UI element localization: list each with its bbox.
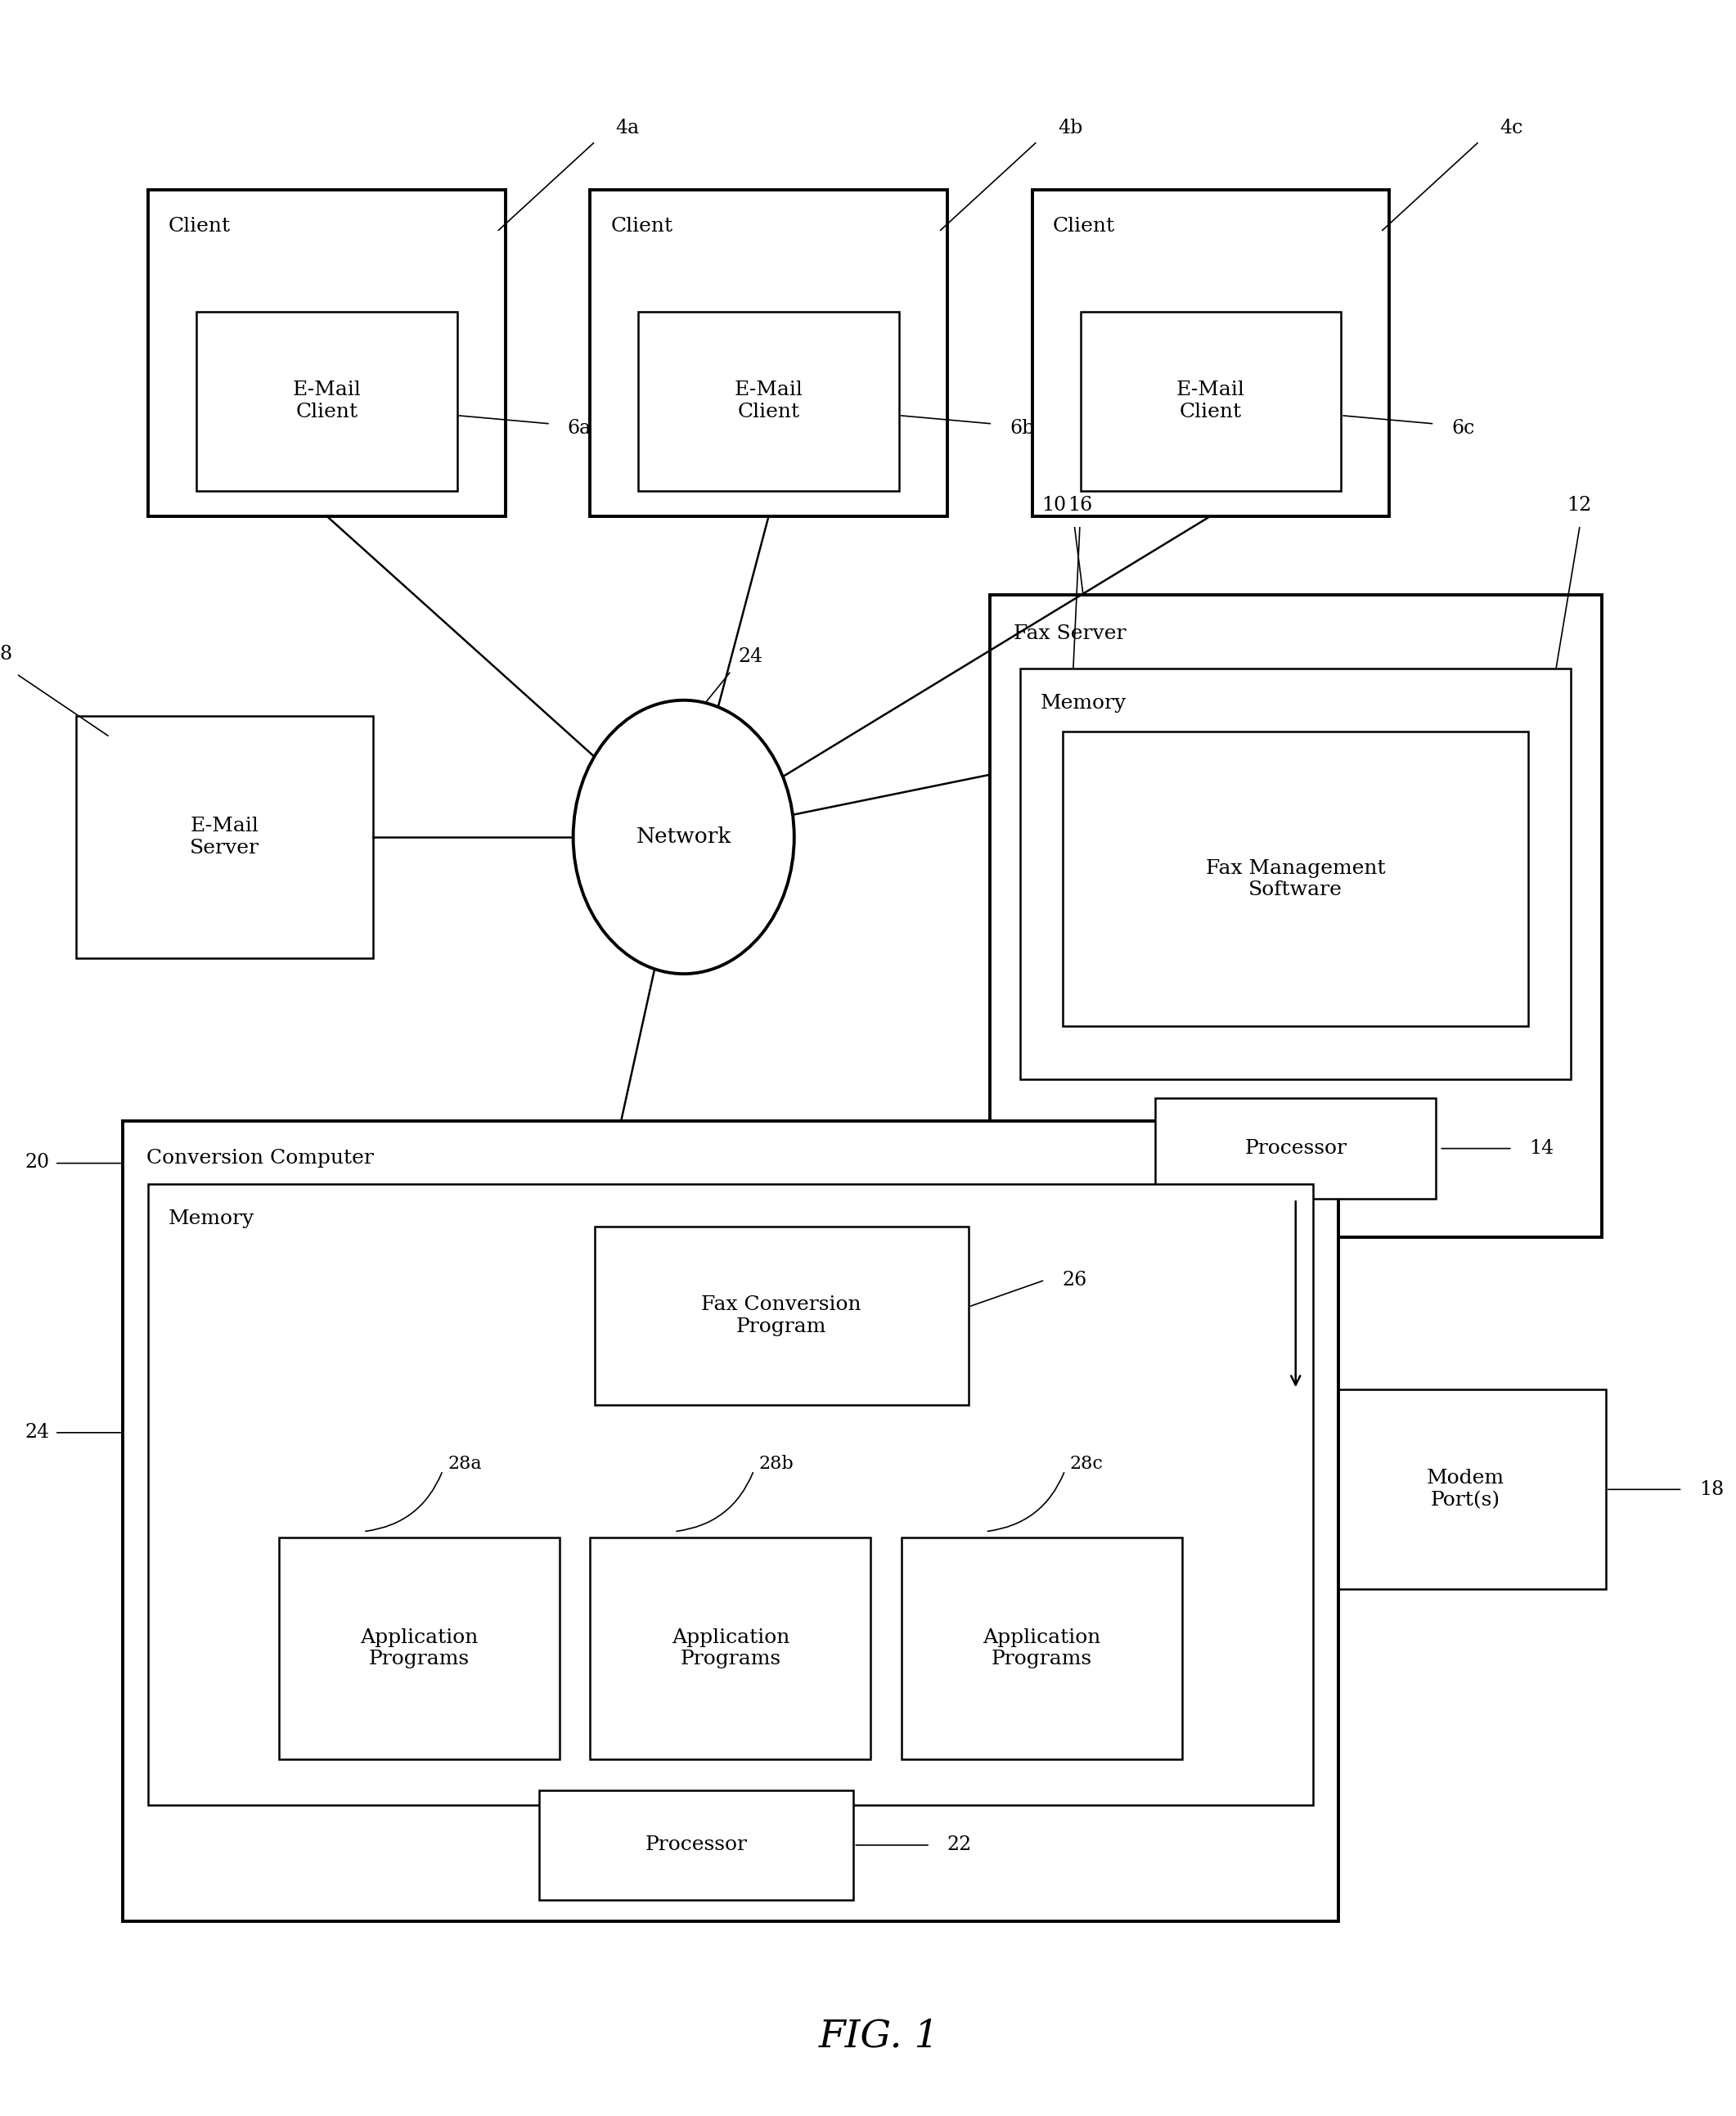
- Text: 4a: 4a: [616, 118, 639, 138]
- Text: Memory: Memory: [1040, 694, 1127, 713]
- Text: Processor: Processor: [646, 1837, 748, 1854]
- FancyBboxPatch shape: [1021, 669, 1571, 1079]
- Text: 28b: 28b: [759, 1456, 793, 1473]
- Text: 26: 26: [1062, 1270, 1087, 1289]
- Text: Application
Programs: Application Programs: [672, 1627, 790, 1670]
- Text: 12: 12: [1568, 495, 1592, 514]
- Text: Memory: Memory: [168, 1210, 255, 1229]
- Text: Fax Management
Software: Fax Management Software: [1207, 859, 1385, 899]
- Text: 16: 16: [1068, 495, 1092, 514]
- FancyBboxPatch shape: [1062, 732, 1528, 1026]
- Text: Application
Programs: Application Programs: [361, 1627, 479, 1670]
- FancyBboxPatch shape: [1156, 1098, 1436, 1200]
- Text: FIG. 1: FIG. 1: [819, 2019, 939, 2055]
- FancyBboxPatch shape: [1033, 190, 1389, 516]
- Text: Fax Conversion
Program: Fax Conversion Program: [701, 1295, 861, 1335]
- Text: 20: 20: [24, 1153, 50, 1172]
- FancyBboxPatch shape: [590, 190, 948, 516]
- Text: 6a: 6a: [568, 419, 592, 438]
- Text: E-Mail
Client: E-Mail Client: [292, 381, 361, 421]
- Text: 28a: 28a: [448, 1456, 483, 1473]
- Text: 6b: 6b: [1009, 419, 1035, 438]
- Text: E-Mail
Client: E-Mail Client: [734, 381, 804, 421]
- Text: E-Mail
Server: E-Mail Server: [189, 817, 259, 857]
- FancyBboxPatch shape: [901, 1538, 1182, 1758]
- FancyBboxPatch shape: [196, 311, 457, 491]
- Text: 14: 14: [1529, 1138, 1554, 1157]
- Text: Client: Client: [611, 218, 674, 237]
- FancyBboxPatch shape: [123, 1121, 1338, 1921]
- Text: 24: 24: [738, 647, 762, 667]
- Text: Application
Programs: Application Programs: [983, 1627, 1101, 1670]
- Text: Client: Client: [168, 218, 231, 237]
- Text: 8: 8: [0, 645, 12, 664]
- FancyBboxPatch shape: [540, 1790, 854, 1900]
- FancyBboxPatch shape: [279, 1538, 559, 1758]
- Text: Network: Network: [635, 827, 731, 846]
- FancyBboxPatch shape: [1080, 311, 1340, 491]
- Text: Processor: Processor: [1245, 1138, 1347, 1157]
- Text: Client: Client: [1052, 218, 1115, 237]
- Text: Conversion Computer: Conversion Computer: [146, 1149, 373, 1168]
- FancyBboxPatch shape: [990, 595, 1602, 1238]
- Circle shape: [573, 700, 793, 973]
- Text: 22: 22: [948, 1837, 972, 1854]
- Text: Fax Server: Fax Server: [1014, 624, 1127, 643]
- Text: E-Mail
Client: E-Mail Client: [1177, 381, 1245, 421]
- Text: 6c: 6c: [1451, 419, 1474, 438]
- FancyBboxPatch shape: [590, 1538, 871, 1758]
- FancyBboxPatch shape: [148, 1185, 1312, 1805]
- FancyBboxPatch shape: [148, 190, 505, 516]
- FancyBboxPatch shape: [594, 1227, 969, 1405]
- Text: 18: 18: [1700, 1479, 1724, 1498]
- Text: 24: 24: [24, 1424, 50, 1441]
- Text: 28c: 28c: [1069, 1456, 1104, 1473]
- Text: 4b: 4b: [1057, 118, 1083, 138]
- FancyBboxPatch shape: [639, 311, 899, 491]
- FancyBboxPatch shape: [76, 715, 373, 959]
- Text: 4c: 4c: [1500, 118, 1522, 138]
- Text: Modem
Port(s): Modem Port(s): [1427, 1469, 1505, 1509]
- Text: 10: 10: [1042, 495, 1066, 514]
- FancyBboxPatch shape: [1325, 1390, 1606, 1589]
